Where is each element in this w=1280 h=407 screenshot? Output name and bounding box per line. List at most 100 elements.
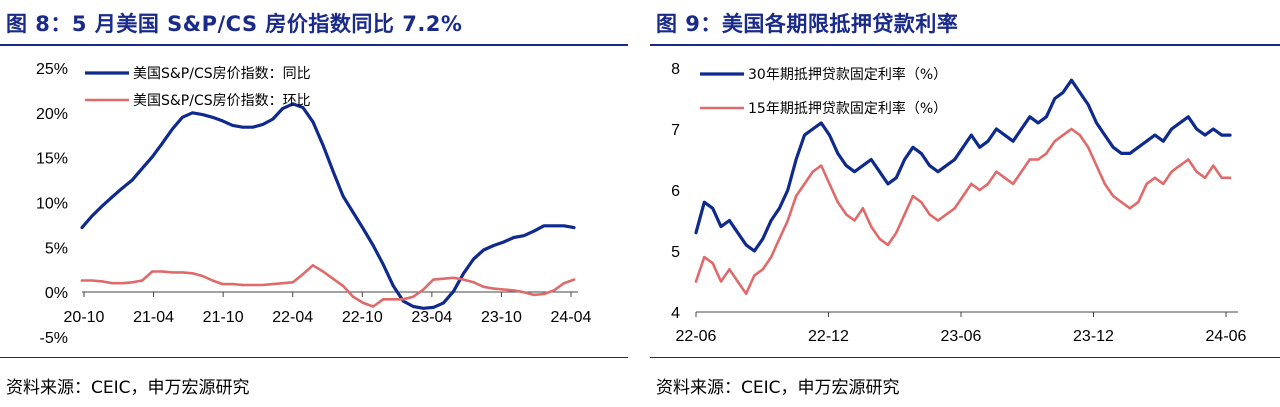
data-point — [452, 276, 455, 279]
x-tick-label: 22-04 — [272, 309, 313, 326]
data-point — [778, 237, 781, 240]
data-point — [853, 219, 856, 222]
house-price-line-chart: 25% 20% 15% 10% 5% 0% -5% 20-10 21-04 21-10 22-04 2… — [36, 61, 592, 346]
data-point — [221, 282, 224, 286]
data-point — [1061, 91, 1065, 94]
data-point — [181, 116, 184, 119]
y-tick-label: 5% — [45, 240, 68, 257]
source-divider — [0, 357, 628, 358]
data-point — [1087, 103, 1090, 106]
data-point — [878, 237, 881, 240]
data-point — [903, 213, 906, 216]
data-point — [1137, 201, 1140, 204]
data-point — [1070, 127, 1073, 131]
data-point — [522, 234, 525, 237]
x-tick-label: 23-10 — [481, 309, 522, 326]
data-point — [1045, 152, 1048, 155]
data-point — [1036, 121, 1040, 125]
data-point — [291, 102, 295, 106]
data-point — [719, 225, 723, 228]
data-point — [1011, 182, 1015, 186]
data-point — [1095, 164, 1098, 167]
data-point — [811, 170, 814, 173]
data-point — [978, 188, 981, 192]
data-point — [171, 271, 174, 274]
chart-title: 图 8：5 月美国 S&P/CS 房价指数同比 7.2% — [6, 12, 463, 36]
y-tick-label: 20% — [36, 106, 68, 123]
data-point — [945, 213, 948, 216]
data-point — [211, 116, 214, 119]
data-point — [452, 290, 455, 293]
data-point — [562, 282, 566, 285]
data-point — [201, 113, 204, 116]
x-tick-label: 22-10 — [342, 309, 383, 326]
data-point — [711, 262, 714, 265]
data-point — [1145, 182, 1148, 186]
data-point — [1162, 182, 1165, 186]
data-point — [171, 127, 174, 131]
data-point — [1195, 170, 1198, 173]
data-point — [321, 143, 325, 147]
data-point — [241, 283, 244, 287]
series-group — [694, 78, 1232, 295]
x-tick-label: 23-12 — [1073, 328, 1114, 345]
data-point — [703, 201, 706, 204]
x-tick-label: 22-06 — [676, 328, 717, 345]
data-point — [442, 301, 445, 305]
data-point — [241, 126, 244, 129]
data-point — [301, 273, 305, 276]
data-point — [1178, 164, 1182, 167]
data-point — [1112, 194, 1115, 198]
data-point — [552, 289, 556, 292]
data-point — [861, 207, 865, 210]
data-point — [462, 272, 465, 275]
data-point — [895, 176, 898, 179]
data-point — [845, 164, 848, 167]
data-point — [1120, 201, 1123, 204]
data-point — [402, 298, 405, 301]
data-point — [1045, 115, 1048, 119]
data-point — [311, 264, 315, 267]
legend: 30年期抵押贷款固定利率（%） 15年期抵押贷款固定利率（%） — [700, 66, 947, 117]
y-tick-label: 5 — [671, 244, 680, 261]
data-point — [331, 169, 335, 173]
data-point — [462, 278, 465, 281]
data-point — [382, 298, 385, 301]
data-point — [1203, 133, 1207, 137]
data-point — [786, 188, 789, 192]
data-point — [886, 182, 890, 186]
data-point — [552, 224, 556, 227]
data-point — [870, 225, 873, 228]
axes: 8 7 6 5 4 22-06 22-12 23-06 23-12 24-06 — [671, 61, 1246, 345]
data-point — [131, 178, 134, 182]
data-point — [151, 270, 154, 273]
data-point — [794, 194, 798, 198]
x-tick-label: 20-10 — [64, 309, 105, 326]
data-point — [1187, 158, 1190, 161]
data-point — [886, 243, 890, 247]
data-point — [301, 106, 305, 109]
data-point — [121, 282, 124, 285]
data-point — [432, 306, 435, 309]
data-point — [1153, 176, 1157, 179]
data-point — [90, 214, 94, 218]
y-tick-label: 8 — [671, 61, 680, 78]
data-point — [1162, 140, 1165, 143]
legend-label: 美国S&P/CS房价指数：同比 — [133, 66, 311, 82]
data-point — [261, 283, 264, 287]
data-point — [820, 121, 823, 125]
data-point — [231, 124, 234, 127]
data-point — [753, 249, 756, 253]
data-point — [492, 244, 495, 247]
data-point — [532, 230, 535, 233]
data-point — [1137, 146, 1140, 149]
data-point — [532, 293, 535, 297]
data-point — [911, 146, 915, 149]
data-point — [728, 219, 731, 222]
data-point — [694, 231, 698, 234]
x-tick-label: 21-10 — [203, 309, 244, 326]
data-point — [432, 278, 435, 281]
data-point — [181, 271, 184, 274]
data-point — [953, 158, 956, 161]
data-point — [911, 194, 915, 198]
